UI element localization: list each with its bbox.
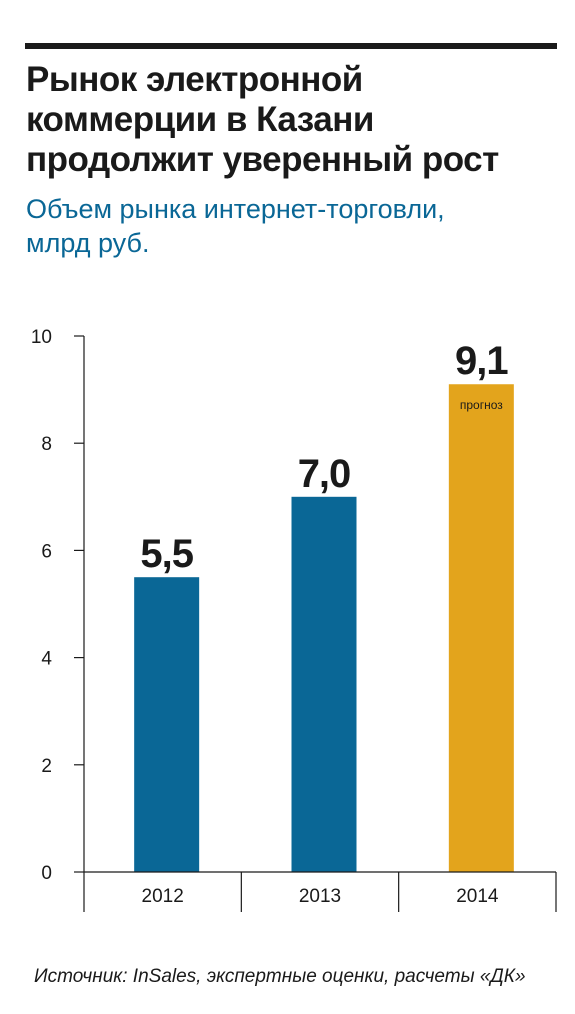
y-tick-label: 0 [41, 863, 52, 884]
bars: 5,5 7,0 9,1 прогноз [134, 339, 514, 872]
bar [134, 577, 200, 872]
source-note: Источник: InSales, экспертные оценки, ра… [34, 966, 526, 987]
x-axis: 2012 2013 2014 [83, 871, 557, 912]
bar [291, 496, 357, 872]
chart-title: Рынок электронной коммерции в Казани про… [26, 60, 499, 179]
y-tick-label: 6 [41, 541, 52, 562]
y-tick-label: 10 [31, 327, 52, 348]
bar-value-label: 7,0 [298, 452, 351, 496]
y-tick-label: 2 [41, 756, 52, 777]
x-tick-label: 2014 [456, 886, 499, 907]
bar-note-label: прогноз [460, 398, 503, 412]
x-tick-label: 2012 [142, 886, 184, 907]
y-tick-label: 8 [41, 434, 52, 455]
top-rule [25, 43, 557, 49]
chart-subtitle: Объем рынка интернет-торговли, млрд руб. [26, 194, 445, 258]
x-tick-label: 2013 [299, 886, 341, 907]
y-axis: 0 2 4 6 8 10 [31, 327, 85, 884]
bar-value-label: 9,1 [455, 339, 508, 383]
bar [448, 384, 514, 872]
bar-value-label: 5,5 [140, 532, 193, 576]
y-tick-label: 4 [41, 649, 52, 670]
